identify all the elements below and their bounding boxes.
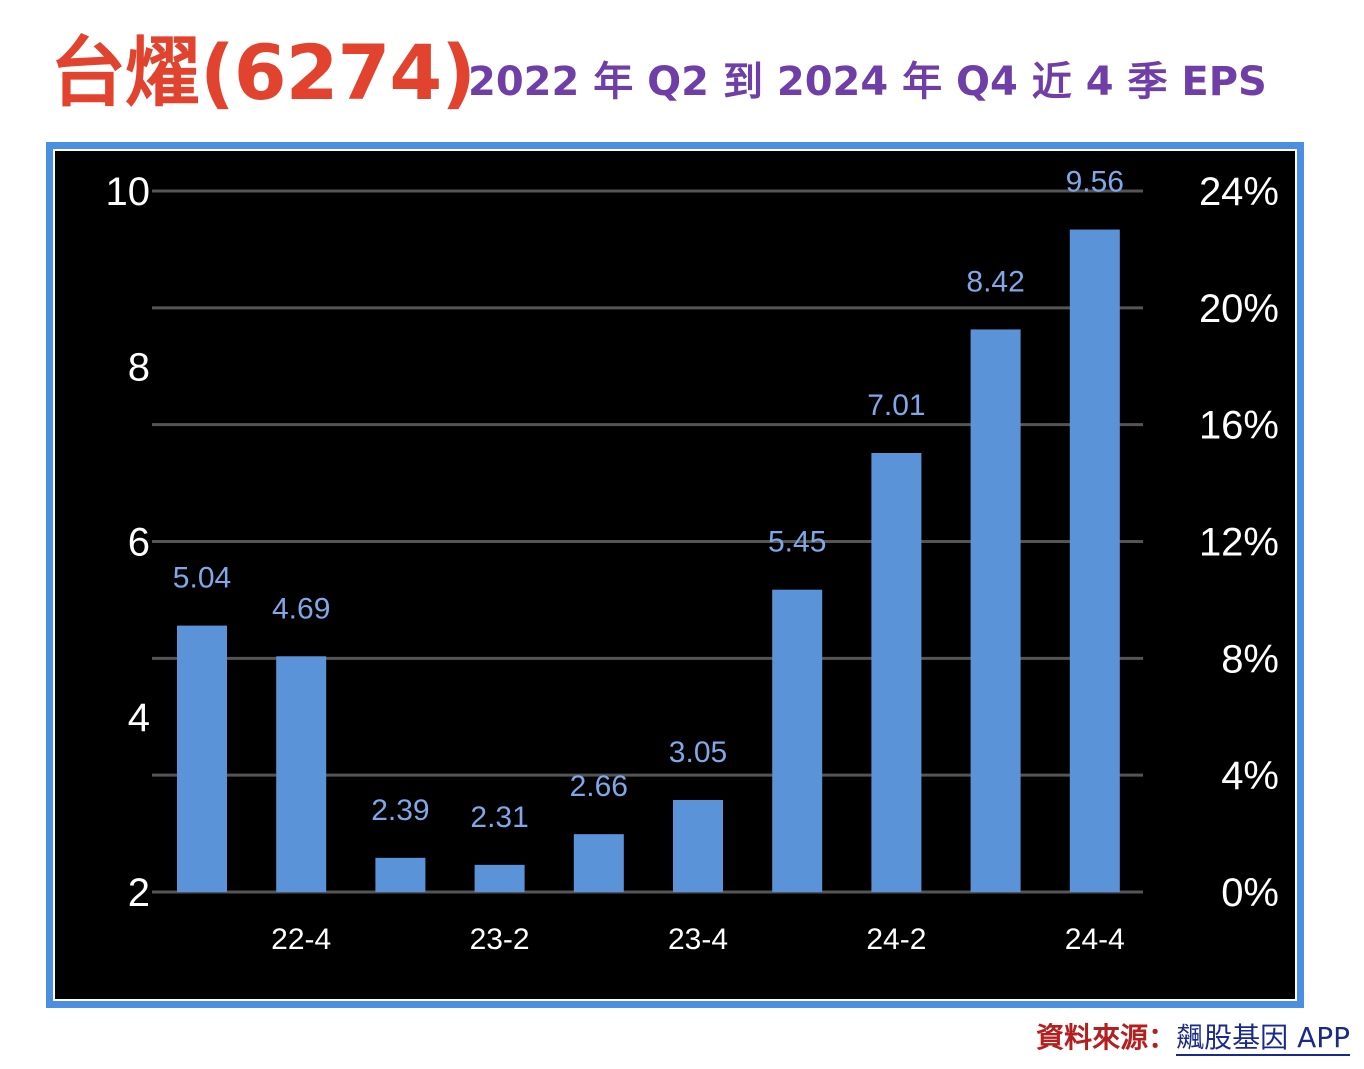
y2-axis-tick-label: 24% bbox=[1199, 170, 1279, 214]
data-label: 2.66 bbox=[570, 770, 628, 803]
source-name: 飆股基因 APP bbox=[1176, 1021, 1350, 1056]
x-axis-tick-label: 24-2 bbox=[866, 923, 926, 956]
data-label: 7.01 bbox=[867, 389, 925, 422]
data-label: 5.04 bbox=[173, 562, 231, 595]
chart-frame: 5.04 4.69 2.39 2.31 2.66 3.05 5.45 7.01 8.42 9.56… bbox=[46, 142, 1304, 1008]
bar bbox=[673, 799, 723, 892]
page-subtitle: 2022 年 Q2 到 2024 年 Q4 近 4 季 EPS bbox=[468, 59, 1267, 105]
bar bbox=[573, 834, 624, 892]
x-axis-tick-label: 23-2 bbox=[470, 923, 530, 956]
source-credit: 資料來源：飆股基因 APP bbox=[1036, 1016, 1350, 1060]
y2-axis-tick-label: 4% bbox=[1221, 754, 1279, 798]
bar bbox=[375, 857, 426, 892]
bar bbox=[1069, 229, 1120, 892]
data-label: 9.56 bbox=[1066, 166, 1124, 199]
chart-inner-border: 5.04 4.69 2.39 2.31 2.66 3.05 5.45 7.01 8.42 9.56… bbox=[53, 149, 1297, 1001]
y2-axis-tick-label: 20% bbox=[1199, 287, 1279, 331]
bars bbox=[177, 229, 1120, 892]
bar bbox=[177, 625, 227, 892]
axis-labels: 2 4 6 8 10 0% 4% 8% 12% 16% 20% 24% 22-4 23-2 23-4 24-2… bbox=[106, 170, 1280, 956]
y-axis-tick-label: 4 bbox=[128, 696, 150, 740]
y2-axis-tick-label: 12% bbox=[1199, 521, 1279, 565]
data-label: 8.42 bbox=[966, 265, 1024, 298]
bar bbox=[871, 452, 922, 892]
bar bbox=[970, 329, 1021, 892]
data-labels: 5.04 4.69 2.39 2.31 2.66 3.05 5.45 7.01 8.42 9.56 bbox=[173, 166, 1124, 834]
bar bbox=[276, 656, 327, 892]
source-label: 資料來源： bbox=[1036, 1021, 1177, 1054]
y-axis-tick-label: 6 bbox=[128, 521, 150, 565]
x-axis-tick-label: 22-4 bbox=[271, 923, 331, 956]
x-axis-tick-label: 24-4 bbox=[1065, 923, 1125, 956]
bar bbox=[474, 864, 525, 892]
data-label: 3.05 bbox=[669, 736, 727, 769]
y-axis-tick-label: 10 bbox=[106, 170, 151, 214]
y2-axis-tick-label: 8% bbox=[1221, 637, 1279, 681]
x-axis-tick-label: 23-4 bbox=[668, 923, 728, 956]
data-label: 4.69 bbox=[272, 592, 330, 625]
y2-axis-tick-label: 0% bbox=[1221, 871, 1279, 915]
eps-bar-chart: 5.04 4.69 2.39 2.31 2.66 3.05 5.45 7.01 8.42 9.56… bbox=[55, 151, 1295, 999]
y2-axis-tick-label: 16% bbox=[1199, 404, 1279, 448]
y-axis-tick-label: 2 bbox=[128, 871, 150, 915]
data-label: 5.45 bbox=[768, 526, 826, 559]
data-label: 2.39 bbox=[371, 794, 429, 827]
y-axis-tick-label: 8 bbox=[128, 345, 150, 389]
page-title: 台燿(6274) bbox=[50, 28, 476, 117]
bar bbox=[772, 589, 823, 892]
data-label: 2.31 bbox=[470, 801, 528, 834]
